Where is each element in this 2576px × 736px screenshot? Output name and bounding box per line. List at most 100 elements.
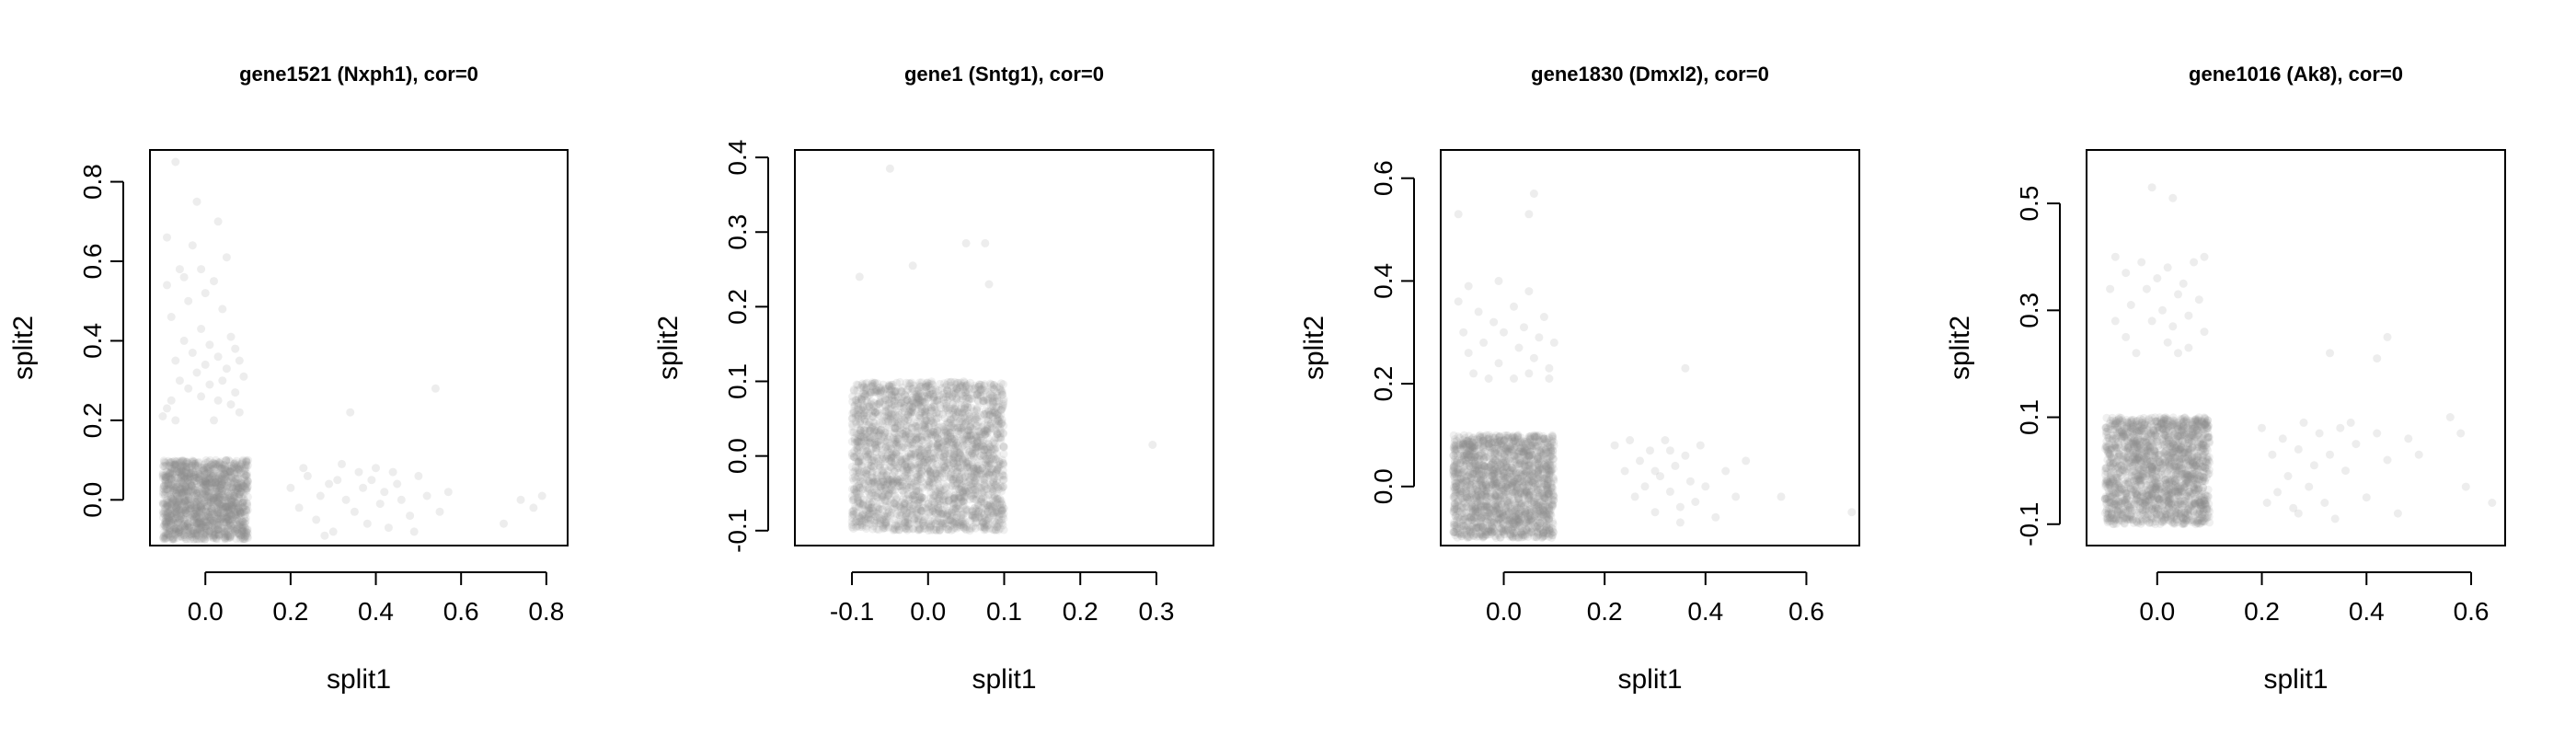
scatter-point — [187, 495, 195, 503]
scatter-point — [217, 464, 226, 473]
scatter-point — [908, 261, 917, 270]
chart-title: gene1521 (Nxph1), cor=0 — [239, 63, 478, 86]
scatter-point — [388, 467, 397, 477]
scatter-point — [164, 501, 172, 510]
scatter-point — [213, 534, 221, 543]
scatter-point — [188, 456, 197, 466]
scatter-point — [960, 402, 970, 411]
scatter-point — [231, 460, 240, 469]
scatter-point — [201, 360, 210, 369]
scatter-point — [170, 461, 179, 470]
scatter-point — [190, 470, 200, 479]
scatter-point — [965, 384, 974, 393]
scatter-point — [910, 490, 919, 500]
scatter-point — [197, 523, 206, 532]
scatter-point — [227, 504, 236, 513]
scatter-point — [993, 466, 1002, 475]
scatter-point — [198, 500, 207, 510]
x-tick-label: 0.4 — [358, 597, 394, 626]
scatter-point — [956, 383, 964, 392]
scatter-point — [858, 500, 868, 509]
scatter-point — [906, 408, 915, 417]
scatter-point — [167, 474, 176, 483]
scatter-point — [238, 527, 247, 536]
scatter-point — [214, 491, 224, 500]
scatter-point — [225, 510, 234, 519]
scatter-point — [198, 466, 207, 475]
x-tick-label: 0.8 — [528, 597, 564, 626]
scatter-point — [969, 452, 978, 461]
scatter-point — [167, 509, 177, 518]
scatter-point — [908, 500, 917, 510]
y-axis-label: split2 — [8, 316, 39, 380]
scatter-point — [158, 468, 167, 477]
scatter-point — [887, 409, 896, 419]
scatter-point — [226, 332, 236, 341]
scatter-point — [165, 472, 174, 481]
scatter-point — [174, 460, 183, 469]
scatter-point — [204, 533, 213, 542]
scatter-point — [949, 436, 959, 445]
scatter-point — [201, 523, 210, 533]
scatter-point — [961, 238, 971, 247]
scatter-point — [937, 505, 947, 514]
scatter-point — [193, 473, 202, 482]
scatter-point — [180, 498, 190, 507]
scatter-point — [165, 502, 174, 512]
scatter-point — [215, 482, 224, 491]
scatter-point — [189, 459, 198, 468]
scatter-point — [887, 385, 896, 394]
scatter-point — [205, 462, 214, 471]
scatter-point — [236, 468, 246, 477]
scatter-point — [223, 512, 232, 522]
scatter-point — [182, 482, 190, 491]
scatter-point — [208, 479, 217, 489]
scatter-point — [236, 518, 246, 527]
scatter-point — [159, 481, 168, 490]
scatter-point — [191, 489, 201, 498]
scatter-point — [234, 464, 243, 473]
scatter-point — [235, 356, 244, 365]
scatter-point — [204, 463, 213, 472]
scatter-point — [970, 504, 979, 512]
scatter-point — [372, 464, 380, 473]
scatter-point — [185, 469, 194, 478]
scatter-point — [858, 401, 868, 410]
scatter-point — [945, 449, 954, 458]
scatter-point — [191, 505, 201, 514]
scatter-point — [229, 459, 238, 468]
scatter-point — [199, 494, 208, 503]
plot-frame — [149, 149, 569, 546]
scatter-point — [184, 384, 193, 393]
scatter-point — [222, 508, 231, 517]
scatter-point — [237, 526, 247, 535]
scatter-point — [190, 510, 199, 519]
scatter-point — [991, 433, 1000, 443]
scatter-point — [858, 485, 868, 494]
scatter-point — [235, 511, 244, 520]
scatter-point — [936, 443, 945, 452]
scatter-point — [239, 372, 248, 381]
scatter-point — [186, 501, 195, 511]
scatter-point — [918, 398, 927, 407]
scatter-point — [167, 460, 176, 469]
scatter-point — [171, 527, 180, 536]
scatter-point — [166, 457, 175, 466]
scatter-point — [914, 472, 923, 481]
scatter-point — [934, 465, 942, 474]
scatter-point — [239, 494, 248, 503]
scatter-point — [173, 518, 182, 527]
scatter-point — [172, 461, 180, 470]
scatter-point — [849, 510, 858, 519]
scatter-point — [198, 477, 207, 486]
scatter-point — [350, 507, 359, 516]
x-tick-label: -0.1 — [830, 597, 874, 626]
scatter-point — [236, 465, 245, 474]
scatter-point — [167, 466, 176, 476]
scatter-point — [192, 197, 201, 206]
scatter-point — [188, 241, 197, 250]
scatter-point — [191, 474, 200, 483]
scatter-point — [218, 490, 227, 500]
chart-title: gene1830 (Dmxl2), cor=0 — [1531, 63, 1769, 86]
scatter-point — [202, 514, 212, 523]
